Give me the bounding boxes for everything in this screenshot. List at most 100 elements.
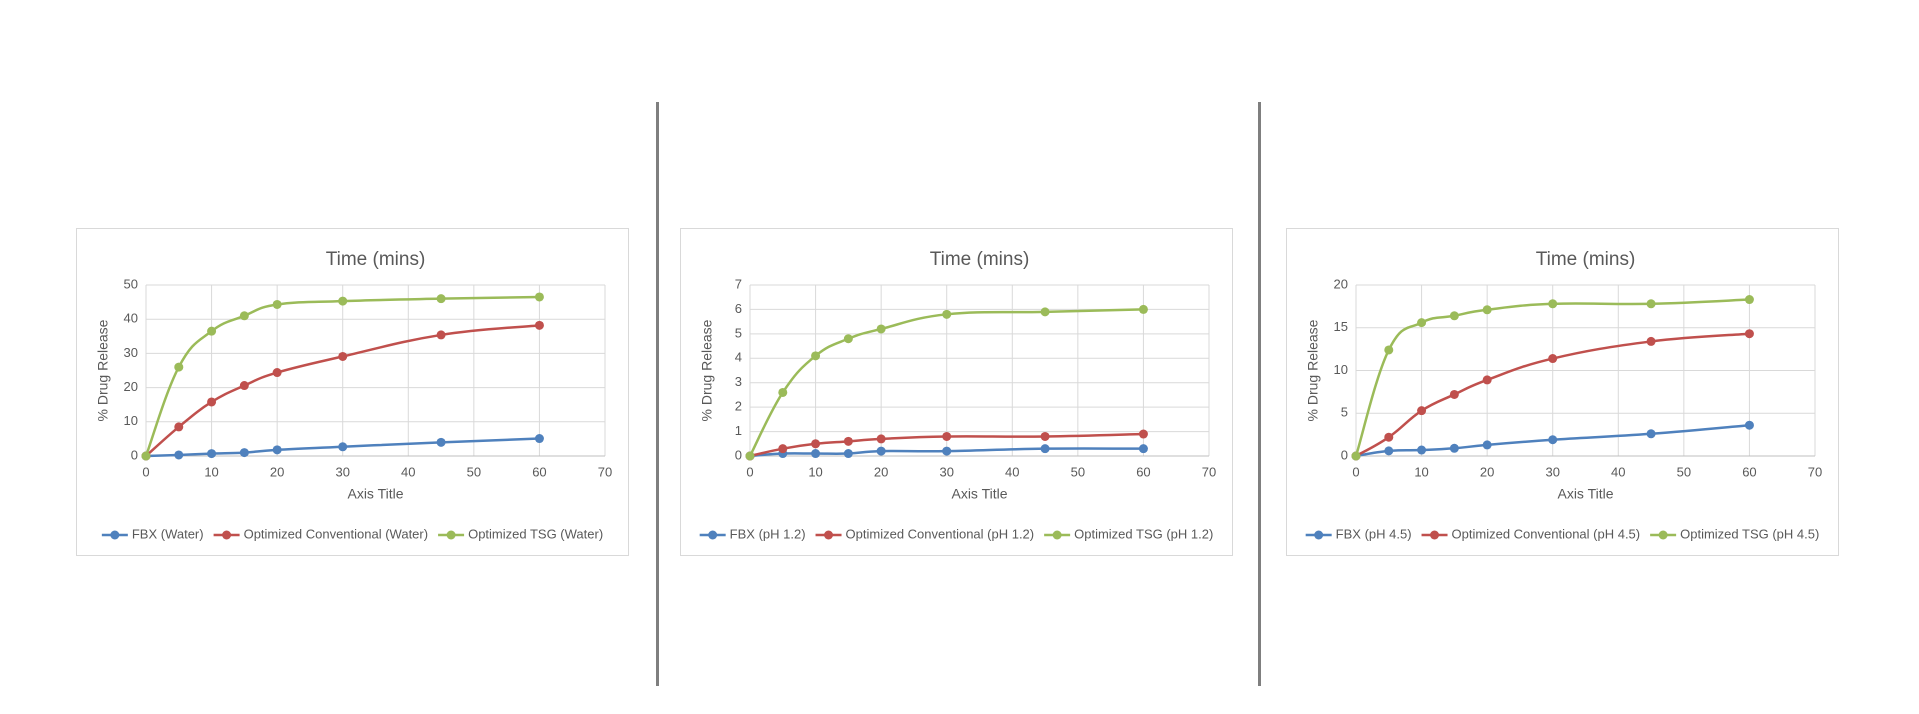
- data-point: [1351, 451, 1361, 461]
- data-point: [141, 451, 151, 461]
- data-point: [1138, 444, 1148, 454]
- data-point: [876, 446, 886, 456]
- chart-title: Time (mins): [1536, 249, 1636, 270]
- chart: Time (mins) 0 10 20 30 40 50 0 10 20 30 40 50 60 70 Axi…: [95, 249, 613, 541]
- x-tick-label: 20: [1480, 464, 1494, 479]
- legend: FBX (pH 1.2) Optimized Conventional (pH 1…: [699, 526, 1213, 541]
- legend-label: Optimized TSG (pH 1.2): [1074, 526, 1213, 541]
- x-tick-label: 40: [1005, 464, 1019, 479]
- data-point: [778, 444, 788, 454]
- y-tick-label: 7: [735, 276, 742, 291]
- legend-label: Optimized Conventional (Water): [244, 526, 428, 541]
- x-tick-label: 50: [467, 464, 481, 479]
- data-point: [272, 368, 282, 378]
- x-tick-label: 70: [1202, 464, 1216, 479]
- y-tick-label: 0: [735, 447, 742, 462]
- data-point: [239, 448, 249, 458]
- data-point: [338, 442, 348, 452]
- legend-marker: [446, 530, 456, 540]
- legend: FBX (pH 4.5) Optimized Conventional (pH 4…: [1305, 526, 1819, 541]
- data-point: [1449, 311, 1459, 321]
- legend-marker: [824, 530, 834, 540]
- x-axis-label: Axis Title: [347, 486, 403, 502]
- data-point: [1040, 307, 1050, 317]
- x-tick-label: 70: [1808, 464, 1822, 479]
- x-tick-label: 70: [598, 464, 612, 479]
- legend-label: Optimized Conventional (pH 1.2): [846, 526, 1035, 541]
- data-point: [239, 311, 249, 321]
- legend: FBX (Water) Optimized Conventional (Water…: [101, 526, 603, 541]
- data-point: [272, 445, 282, 455]
- data-point: [876, 324, 886, 334]
- data-point: [1384, 446, 1394, 456]
- data-point: [942, 431, 952, 441]
- x-tick-label: 40: [1611, 464, 1625, 479]
- legend-marker: [1430, 530, 1440, 540]
- data-point: [1482, 305, 1492, 315]
- chart: Time (mins) 0 5 10 15 20 0 10 20 30 40 50 60 70 Axis T…: [1305, 249, 1823, 541]
- x-axis-label: Axis Title: [951, 486, 1007, 502]
- data-point: [1138, 429, 1148, 439]
- x-tick-label: 30: [939, 464, 953, 479]
- data-point: [436, 437, 446, 447]
- data-point: [1417, 445, 1427, 455]
- data-point: [811, 351, 821, 361]
- chart-panel: Time (mins) 0 10 20 30 40 50 0 10 20 30 40 50 60 70 Axi…: [76, 228, 629, 556]
- data-point: [843, 436, 853, 446]
- data-point: [1384, 345, 1394, 355]
- y-tick-label: 0: [131, 447, 138, 462]
- divider: [656, 102, 659, 686]
- legend-marker: [110, 530, 120, 540]
- x-tick-label: 40: [401, 464, 415, 479]
- data-point: [1646, 299, 1656, 309]
- y-tick-label: 5: [1341, 405, 1348, 420]
- data-point: [1449, 443, 1459, 453]
- data-point: [1744, 329, 1754, 339]
- x-tick-label: 20: [270, 464, 284, 479]
- y-tick-label: 4: [735, 350, 742, 365]
- x-tick-label: 0: [1352, 464, 1359, 479]
- x-tick-label: 60: [532, 464, 546, 479]
- legend-label: Optimized TSG (Water): [468, 526, 603, 541]
- y-tick-label: 6: [735, 301, 742, 316]
- y-tick-label: 10: [1334, 362, 1348, 377]
- data-point: [1548, 435, 1558, 445]
- legend-marker: [1314, 530, 1324, 540]
- data-point: [778, 387, 788, 397]
- y-axis-label: % Drug Release: [699, 319, 715, 421]
- legend-marker: [222, 530, 232, 540]
- data-point: [338, 296, 348, 306]
- y-tick-label: 20: [1334, 276, 1348, 291]
- x-tick-label: 50: [1071, 464, 1085, 479]
- y-tick-label: 15: [1334, 319, 1348, 334]
- y-tick-label: 20: [124, 379, 138, 394]
- data-point: [811, 439, 821, 449]
- x-tick-label: 30: [335, 464, 349, 479]
- data-point: [1548, 354, 1558, 364]
- y-axis-label: % Drug Release: [1305, 319, 1321, 421]
- x-tick-label: 10: [204, 464, 218, 479]
- divider: [1258, 102, 1261, 686]
- data-point: [174, 362, 184, 372]
- legend-label: FBX (pH 4.5): [1336, 526, 1412, 541]
- legend-marker: [1658, 530, 1668, 540]
- x-tick-label: 20: [874, 464, 888, 479]
- data-point: [843, 334, 853, 344]
- y-tick-label: 0: [1341, 447, 1348, 462]
- x-tick-label: 60: [1136, 464, 1150, 479]
- chart-title: Time (mins): [930, 249, 1030, 270]
- y-axis-label: % Drug Release: [95, 319, 111, 421]
- data-point: [174, 422, 184, 432]
- y-tick-label: 30: [124, 345, 138, 360]
- x-tick-label: 0: [142, 464, 149, 479]
- y-tick-label: 10: [124, 413, 138, 428]
- x-tick-label: 50: [1677, 464, 1691, 479]
- y-tick-label: 40: [124, 311, 138, 326]
- data-point: [174, 450, 184, 460]
- legend-marker: [1052, 530, 1062, 540]
- data-point: [207, 397, 217, 407]
- data-point: [338, 351, 348, 361]
- y-tick-label: 3: [735, 374, 742, 389]
